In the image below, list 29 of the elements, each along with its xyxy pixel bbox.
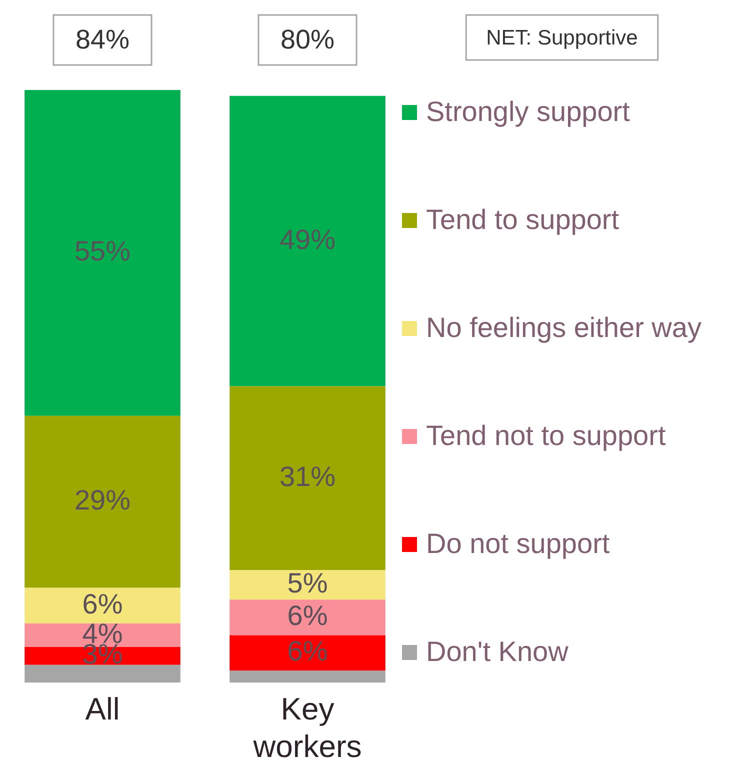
data-label: 31% [279, 460, 336, 492]
legend-label: No feelings either way [426, 312, 702, 344]
bar [230, 600, 386, 636]
legend-label: Don't Know [426, 636, 568, 668]
x-tick-label: All [85, 692, 120, 727]
text: 80% [280, 24, 335, 54]
legend-label: Strongly support [426, 96, 630, 128]
data-label: 49% [279, 224, 336, 255]
data-label: 55% [74, 236, 131, 267]
text: 84% [75, 24, 130, 54]
bar [24, 416, 180, 588]
bar [24, 664, 180, 683]
data-label: 6% [287, 600, 328, 632]
data-label: 5% [287, 568, 328, 599]
bar [230, 386, 386, 570]
legend-label: Tend not to support [426, 420, 666, 452]
legend-label: Do not support [426, 528, 610, 560]
bar [24, 588, 180, 624]
bar [230, 635, 386, 671]
data-label: 6% [287, 636, 328, 667]
legend-label: Tend to support [426, 204, 620, 236]
bar [24, 90, 180, 416]
data-label: 29% [74, 484, 131, 516]
text: NET: Supportive [486, 26, 638, 50]
bar [230, 670, 386, 683]
data-label: 6% [82, 588, 123, 620]
bar [230, 570, 386, 600]
x-tick-label: Key workers [252, 692, 362, 764]
bar [230, 96, 386, 386]
